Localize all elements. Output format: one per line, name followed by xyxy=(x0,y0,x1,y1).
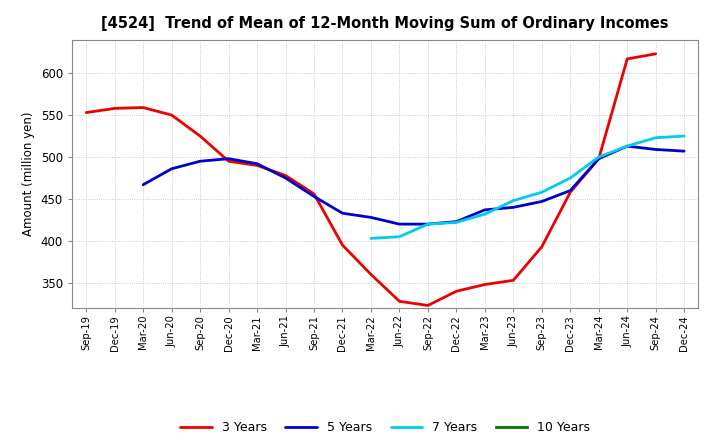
5 Years xyxy=(652,147,660,152)
5 Years xyxy=(452,219,461,224)
5 Years xyxy=(366,215,375,220)
5 Years xyxy=(566,188,575,193)
5 Years xyxy=(139,182,148,187)
Title: [4524]  Trend of Mean of 12-Month Moving Sum of Ordinary Incomes: [4524] Trend of Mean of 12-Month Moving … xyxy=(102,16,669,32)
3 Years xyxy=(423,303,432,308)
5 Years xyxy=(338,211,347,216)
3 Years xyxy=(623,56,631,62)
3 Years xyxy=(452,289,461,294)
5 Years xyxy=(509,205,518,210)
Legend: 3 Years, 5 Years, 7 Years, 10 Years: 3 Years, 5 Years, 7 Years, 10 Years xyxy=(176,416,595,439)
7 Years xyxy=(623,143,631,149)
7 Years xyxy=(480,211,489,216)
3 Years xyxy=(537,244,546,249)
7 Years xyxy=(395,234,404,239)
5 Years xyxy=(423,221,432,227)
5 Years xyxy=(282,176,290,181)
5 Years xyxy=(595,156,603,161)
7 Years xyxy=(566,176,575,181)
Line: 7 Years: 7 Years xyxy=(371,136,684,238)
5 Years xyxy=(253,161,261,166)
5 Years xyxy=(480,207,489,213)
3 Years xyxy=(110,106,119,111)
5 Years xyxy=(225,156,233,161)
3 Years xyxy=(480,282,489,287)
3 Years xyxy=(282,173,290,178)
3 Years xyxy=(225,158,233,164)
5 Years xyxy=(680,149,688,154)
5 Years xyxy=(167,166,176,172)
3 Years xyxy=(395,299,404,304)
7 Years xyxy=(366,236,375,241)
3 Years xyxy=(366,272,375,277)
7 Years xyxy=(680,133,688,139)
3 Years xyxy=(167,113,176,118)
7 Years xyxy=(452,220,461,225)
Y-axis label: Amount (million yen): Amount (million yen) xyxy=(22,112,35,236)
5 Years xyxy=(623,143,631,149)
5 Years xyxy=(537,199,546,204)
5 Years xyxy=(310,194,318,199)
3 Years xyxy=(338,242,347,248)
3 Years xyxy=(566,190,575,195)
5 Years xyxy=(395,221,404,227)
3 Years xyxy=(82,110,91,115)
3 Years xyxy=(652,51,660,56)
7 Years xyxy=(595,154,603,160)
3 Years xyxy=(509,278,518,283)
7 Years xyxy=(509,198,518,203)
3 Years xyxy=(253,163,261,168)
3 Years xyxy=(595,156,603,161)
3 Years xyxy=(139,105,148,110)
3 Years xyxy=(196,133,204,139)
Line: 5 Years: 5 Years xyxy=(143,146,684,224)
7 Years xyxy=(423,221,432,227)
Line: 3 Years: 3 Years xyxy=(86,54,656,305)
7 Years xyxy=(537,190,546,195)
3 Years xyxy=(310,191,318,197)
7 Years xyxy=(652,135,660,140)
5 Years xyxy=(196,158,204,164)
